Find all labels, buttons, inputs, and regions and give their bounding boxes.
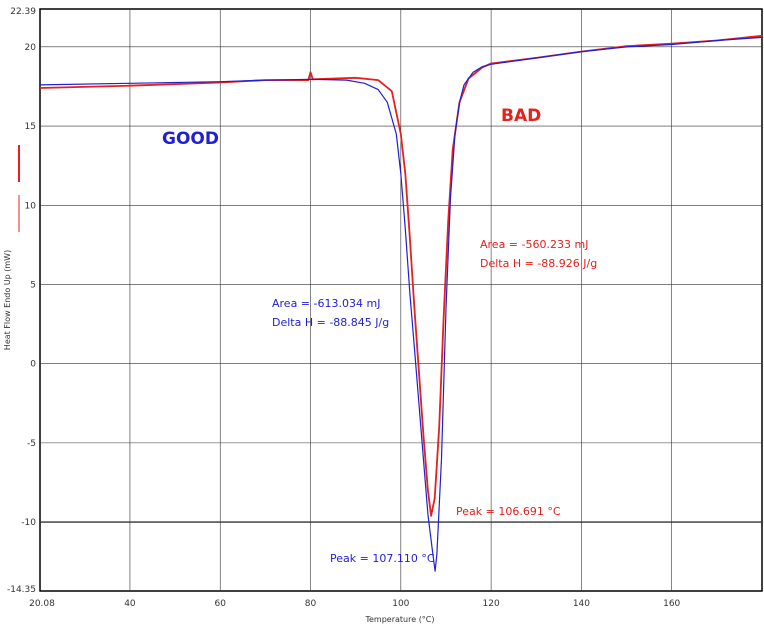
y-tick--10: -10 (21, 518, 36, 528)
bad-peak-annotation: Peak = 106.691 °C (456, 505, 561, 518)
series-good-line (39, 36, 763, 572)
x-tick-100: 100 (392, 599, 409, 609)
y-tick-labels: 20 15 10 5 0 -5 -10 (21, 43, 36, 528)
good-peak-annotation: Peak = 107.110 °C (330, 552, 435, 565)
grid-lines (40, 9, 762, 591)
y-tick-10: 10 (25, 201, 37, 211)
good-label: GOOD (162, 129, 219, 149)
bad-area-annotation: Area = -560.233 mJ (480, 238, 588, 251)
x-tick-labels: 40 60 80 100 120 140 160 (124, 599, 680, 609)
x-axis-label: Temperature (°C) (364, 615, 434, 624)
good-delta-h-annotation: Delta H = -88.845 J/g (272, 316, 389, 329)
y-tick-15: 15 (25, 122, 36, 132)
x-tick-120: 120 (483, 599, 500, 609)
y-tick-0: 0 (30, 360, 36, 370)
good-area-annotation: Area = -613.034 mJ (272, 297, 380, 310)
x-min-label: 20.08 (29, 599, 55, 609)
y-max-label: 22.39 (10, 7, 36, 17)
y-tick--5: -5 (27, 439, 36, 449)
bad-label: BAD (501, 106, 541, 126)
y-min-label: -14.35 (7, 585, 36, 595)
y-tick-20: 20 (25, 43, 37, 53)
bad-delta-h-annotation: Delta H = -88.926 J/g (480, 257, 597, 270)
y-axis-label: Heat Flow Endo Up (mW) (3, 250, 12, 350)
y-tick-5: 5 (30, 280, 36, 290)
x-tick-160: 160 (663, 599, 680, 609)
x-tick-60: 60 (215, 599, 227, 609)
x-tick-40: 40 (124, 599, 136, 609)
x-tick-140: 140 (573, 599, 590, 609)
x-tick-80: 80 (305, 599, 317, 609)
series-layer (39, 34, 763, 572)
